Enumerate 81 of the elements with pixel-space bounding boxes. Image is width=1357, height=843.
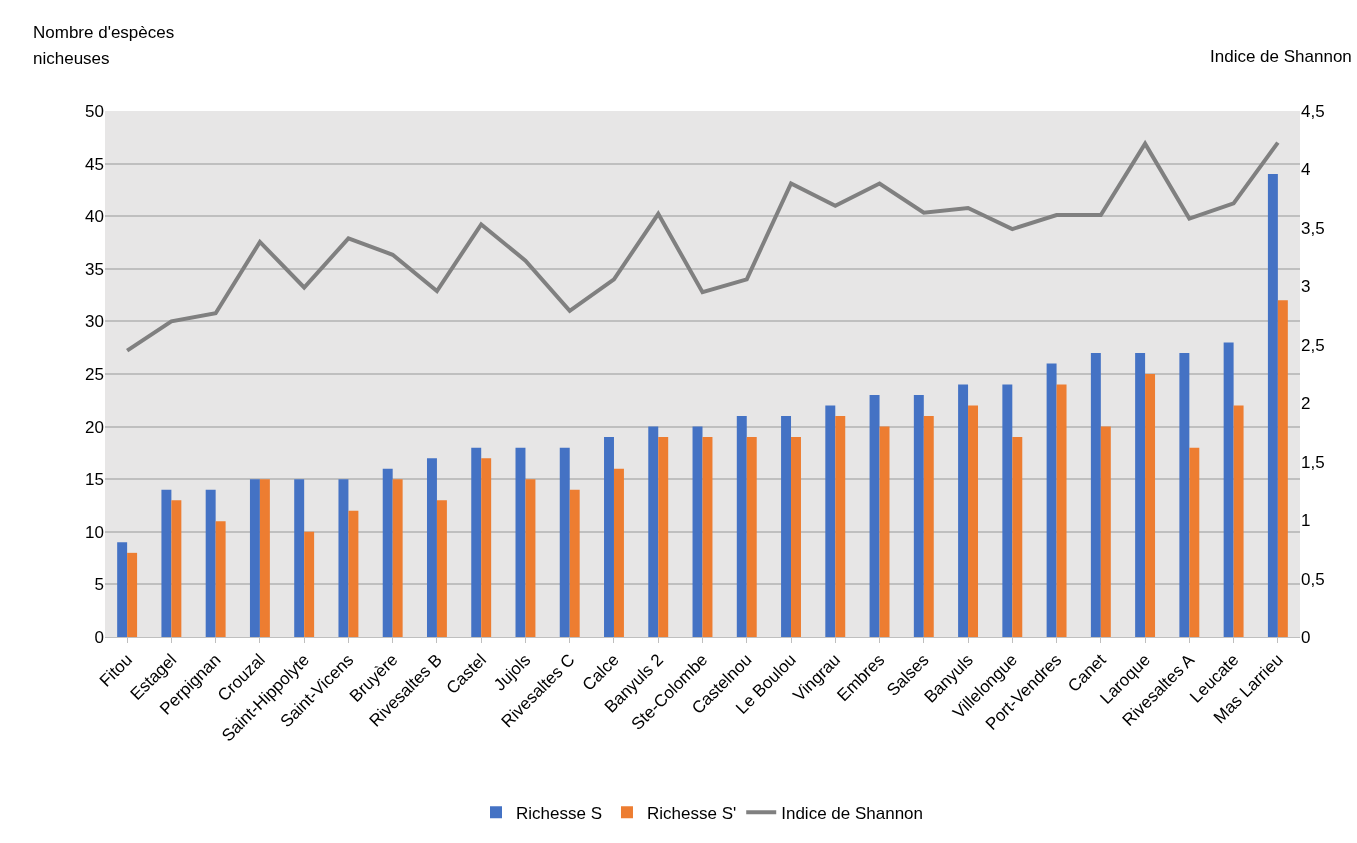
bar <box>791 437 801 637</box>
y-tick-label: 10 <box>85 522 104 542</box>
bar <box>1277 300 1288 637</box>
bar <box>746 437 757 637</box>
bar <box>613 468 624 637</box>
bar <box>869 395 880 637</box>
bar <box>304 531 315 637</box>
y2-tick-label: 4 <box>1301 160 1311 180</box>
bar <box>1046 363 1057 637</box>
bar <box>1223 342 1234 637</box>
bar <box>913 395 924 637</box>
bar <box>436 500 447 637</box>
bar <box>426 458 437 637</box>
bar <box>249 479 260 637</box>
bar <box>1090 352 1101 637</box>
legend-label: Indice de Shannon <box>781 803 924 823</box>
y2-axis-title: Indice de Shannon <box>1210 47 1352 66</box>
bar <box>559 447 570 637</box>
bar <box>1189 447 1200 637</box>
bar <box>658 437 669 637</box>
bar <box>481 458 492 637</box>
bar <box>294 479 305 637</box>
y2-tick-label: 2,5 <box>1301 335 1325 355</box>
bar <box>348 510 359 637</box>
bar <box>879 426 890 637</box>
bar <box>215 521 226 637</box>
bar <box>117 542 128 637</box>
bar <box>525 479 536 637</box>
bar <box>1233 405 1244 637</box>
bar <box>835 416 846 637</box>
y2-tick-label: 0,5 <box>1301 569 1325 589</box>
bar <box>1267 174 1278 637</box>
bar <box>569 489 580 637</box>
bar <box>1179 352 1190 637</box>
bar <box>392 479 403 637</box>
bar <box>1145 374 1156 637</box>
y-tick-label: 40 <box>85 207 104 227</box>
bar <box>1135 352 1146 637</box>
bar <box>736 416 747 637</box>
y-tick-label: 30 <box>85 312 104 332</box>
bar <box>382 468 393 637</box>
bar <box>702 437 713 637</box>
bar <box>1012 437 1023 637</box>
y2-tick-label: 4,5 <box>1301 101 1325 121</box>
bar <box>259 479 270 637</box>
bar <box>1100 426 1111 637</box>
bar <box>161 489 172 637</box>
bar <box>471 447 482 637</box>
y2-tick-label: 0 <box>1301 627 1311 647</box>
bar <box>205 489 216 637</box>
bar <box>127 552 138 637</box>
legend-label: Richesse S <box>516 803 602 823</box>
y2-tick-label: 1,5 <box>1301 452 1325 472</box>
bar <box>1056 384 1067 637</box>
bar <box>968 405 979 637</box>
bar <box>171 500 182 637</box>
y-tick-label: 45 <box>85 154 104 174</box>
y2-tick-label: 3 <box>1301 277 1311 297</box>
y-tick-label: 0 <box>94 627 104 647</box>
y2-tick-label: 3,5 <box>1301 218 1325 238</box>
y-axis-title: Nombre d'espèces nicheuses <box>33 22 176 70</box>
y-tick-label: 25 <box>85 364 104 384</box>
bar <box>958 384 969 637</box>
y-tick-label: 50 <box>85 101 104 121</box>
bar <box>604 437 614 637</box>
y2-tick-label: 1 <box>1301 511 1311 531</box>
legend-label: Richesse S' <box>646 803 737 823</box>
bar <box>1002 384 1013 637</box>
bar <box>825 405 836 637</box>
line-series <box>125 140 1280 353</box>
bar <box>692 426 703 637</box>
y2-tick-label: 2 <box>1301 394 1311 414</box>
bar <box>515 447 526 637</box>
y-tick-label: 35 <box>85 259 104 279</box>
y-tick-label: 5 <box>94 575 104 595</box>
y-tick-label: 15 <box>85 470 104 490</box>
y-tick-label: 20 <box>85 417 104 437</box>
bar <box>781 416 792 637</box>
bar <box>648 426 659 637</box>
bar <box>923 416 934 637</box>
bar <box>338 479 349 637</box>
